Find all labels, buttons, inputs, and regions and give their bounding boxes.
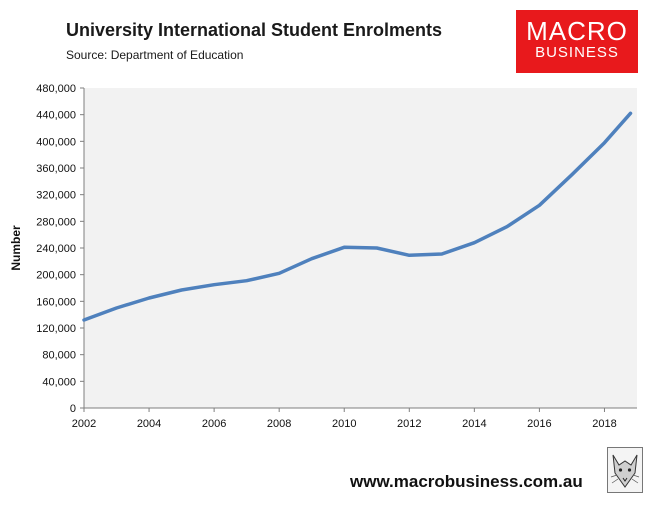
x-tick-label: 2010	[332, 418, 356, 430]
y-axis-ticks: 0 40,000 80,000 120,000 160,000 200,000 240,00…	[36, 83, 84, 415]
x-tick-label: 2004	[137, 418, 161, 430]
chart-source: Source: Department of Education	[66, 48, 244, 62]
website-url: www.macrobusiness.com.au	[350, 472, 583, 491]
chart-title: University International Student Enrolme…	[66, 20, 443, 40]
y-tick-label: 440,000	[36, 110, 76, 122]
fox-sketch-icon	[607, 447, 643, 493]
x-tick-label: 2018	[592, 418, 616, 430]
logo-line-1: MACRO	[526, 16, 628, 46]
x-axis-ticks: 2002 2004 2006 2008 2010 2012 2014 2016 2018	[72, 408, 617, 430]
x-tick-label: 2008	[267, 418, 291, 430]
y-tick-label: 40,000	[42, 376, 76, 388]
logo-line-2: BUSINESS	[535, 44, 619, 61]
y-tick-label: 360,000	[36, 163, 76, 175]
y-tick-label: 120,000	[36, 323, 76, 335]
y-tick-label: 160,000	[36, 296, 76, 308]
x-tick-label: 2016	[527, 418, 551, 430]
series-line	[82, 111, 633, 322]
x-tick-label: 2002	[72, 418, 96, 430]
y-tick-label: 280,000	[36, 216, 76, 228]
y-axis-label: Number	[9, 225, 23, 271]
y-tick-label: 400,000	[36, 136, 76, 148]
macrobusiness-logo: MACRO BUSINESS	[516, 10, 638, 73]
y-tick-label: 320,000	[36, 190, 76, 202]
x-tick-label: 2006	[202, 418, 226, 430]
x-tick-label: 2012	[397, 418, 421, 430]
y-tick-label: 200,000	[36, 270, 76, 282]
x-tick-label: 2014	[462, 418, 486, 430]
y-tick-label: 80,000	[42, 350, 76, 362]
y-tick-label: 240,000	[36, 243, 76, 255]
y-tick-label: 480,000	[36, 83, 76, 95]
y-tick-label: 0	[70, 403, 76, 415]
